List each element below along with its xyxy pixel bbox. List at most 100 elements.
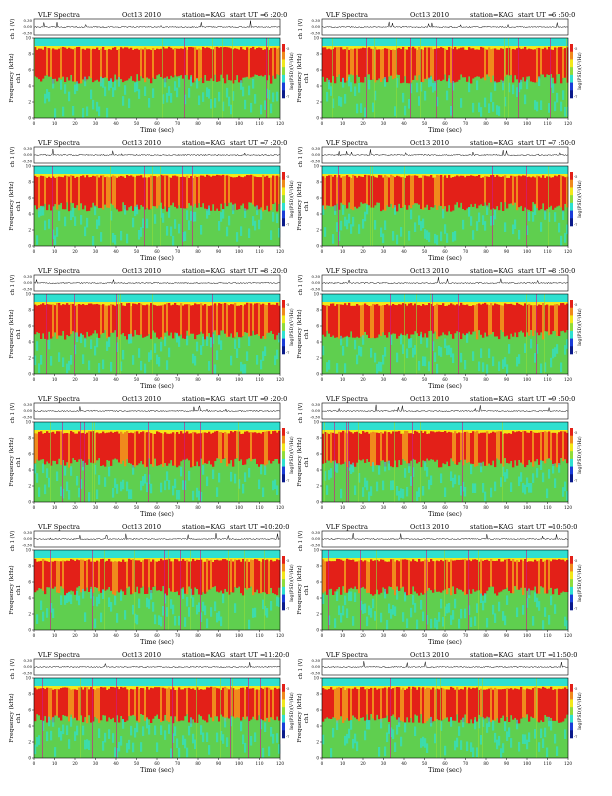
spectral-cell bbox=[328, 433, 331, 461]
spectral-cell bbox=[556, 689, 559, 721]
spectral-cell bbox=[526, 598, 529, 608]
voltage-tick-label: -0.30 bbox=[22, 286, 32, 291]
time-tick-label: 80 bbox=[195, 377, 201, 382]
freq-tick-label: 8 bbox=[28, 436, 31, 441]
panel-header-label: VLF Spectra bbox=[37, 267, 80, 275]
spectral-cell bbox=[212, 38, 213, 118]
spectral-cell bbox=[126, 175, 129, 211]
spectral-cell bbox=[356, 741, 359, 752]
spectral-cell bbox=[506, 433, 509, 464]
time-tick-label: 70 bbox=[175, 633, 181, 638]
spectral-cell bbox=[496, 105, 499, 115]
time-tick-label: 100 bbox=[235, 121, 243, 126]
upper-band bbox=[322, 422, 568, 430]
spectral-cell bbox=[394, 422, 395, 502]
spectral-cell bbox=[530, 561, 533, 591]
spectral-cell bbox=[426, 176, 429, 205]
spectral-cell bbox=[528, 176, 531, 210]
spectral-cell bbox=[508, 433, 511, 464]
spectral-cell bbox=[72, 49, 75, 82]
panel-header-label: VLF Spectra bbox=[37, 11, 80, 19]
spectral-cell bbox=[48, 339, 51, 350]
freq-tick-label: 4 bbox=[28, 84, 31, 89]
spectral-cell bbox=[420, 81, 423, 92]
spectral-cell bbox=[78, 177, 81, 211]
spectral-cell bbox=[332, 38, 333, 118]
spectral-cell bbox=[264, 176, 267, 210]
panel-start-label: start UT = bbox=[518, 11, 553, 19]
spectral-cell bbox=[432, 431, 435, 460]
colorbar-swatch bbox=[282, 300, 285, 309]
spectral-cell bbox=[276, 485, 279, 495]
spectral-cell bbox=[78, 560, 81, 587]
colorbar-label: log(PSD)(V²/Hz) bbox=[288, 564, 295, 602]
spectral-cell bbox=[410, 338, 413, 348]
spectral-cell bbox=[224, 559, 227, 589]
spectral-cell bbox=[518, 689, 521, 724]
spectral-cell bbox=[188, 433, 191, 461]
spectral-cell bbox=[414, 345, 417, 355]
spectral-cell bbox=[542, 48, 545, 75]
spectral-cell bbox=[352, 688, 355, 716]
spectral-cell bbox=[468, 687, 471, 724]
spectral-cell bbox=[482, 47, 485, 78]
spectral-cell bbox=[258, 560, 261, 594]
spectral-cell bbox=[358, 83, 361, 93]
spectral-cell bbox=[66, 481, 69, 492]
spectral-cell bbox=[92, 304, 95, 334]
spectral-cell bbox=[140, 227, 143, 237]
spectral-cell bbox=[326, 305, 329, 331]
spectral-cell bbox=[152, 688, 155, 719]
spectral-cell bbox=[474, 688, 477, 718]
spectral-cell bbox=[62, 46, 65, 77]
time-tick-label: 40 bbox=[401, 633, 407, 638]
spectral-cell bbox=[456, 687, 459, 715]
spectral-cell bbox=[538, 304, 541, 336]
spectral-cell bbox=[456, 49, 459, 82]
time-tick-label: 50 bbox=[422, 249, 428, 254]
spectral-cell bbox=[272, 304, 275, 334]
spectral-cell bbox=[174, 302, 177, 333]
spectral-cell bbox=[430, 618, 433, 629]
spectral-cell bbox=[552, 348, 555, 359]
spectral-cell bbox=[372, 688, 375, 719]
spectral-cell bbox=[464, 431, 467, 460]
spectral-cell bbox=[344, 94, 347, 104]
spectral-cell bbox=[42, 176, 45, 208]
spectral-cell bbox=[368, 719, 371, 730]
spectral-cell bbox=[66, 303, 69, 336]
spectral-cell bbox=[154, 305, 157, 333]
spectral-cell bbox=[254, 94, 257, 104]
spectral-cell bbox=[150, 687, 153, 723]
spectral-cell bbox=[118, 294, 119, 374]
spectral-cell bbox=[104, 477, 107, 487]
spectral-cell bbox=[348, 461, 351, 471]
spectral-cell bbox=[244, 208, 247, 218]
spectral-cell bbox=[244, 472, 247, 482]
freq-tick-label: 2 bbox=[316, 228, 319, 233]
spectral-cell bbox=[234, 559, 237, 588]
freq-tick-label: 0 bbox=[316, 372, 319, 377]
spectral-cell bbox=[418, 215, 421, 226]
spectral-cell bbox=[144, 473, 147, 484]
spectral-cell bbox=[262, 49, 265, 77]
freq-axis-label-2: Frequency (kHz) bbox=[296, 693, 303, 742]
colorbar-swatch bbox=[570, 714, 573, 723]
spectral-cell bbox=[262, 688, 265, 721]
spectral-cell bbox=[50, 177, 53, 211]
spectral-cell bbox=[542, 686, 545, 722]
spectral-cell bbox=[180, 560, 183, 589]
spectral-cell bbox=[162, 433, 165, 467]
spectral-cell bbox=[526, 166, 527, 246]
spectral-cell bbox=[372, 175, 375, 208]
spectral-cell bbox=[86, 432, 89, 465]
spectral-cell bbox=[548, 615, 551, 625]
spectrogram-cells bbox=[34, 294, 281, 374]
spectral-cell bbox=[100, 433, 103, 466]
spectral-cell bbox=[138, 49, 141, 81]
spectral-cell bbox=[172, 175, 175, 203]
spectral-cell bbox=[352, 305, 355, 338]
spectral-cell bbox=[224, 175, 227, 204]
spectral-cell bbox=[512, 689, 515, 720]
spectral-cell bbox=[416, 561, 419, 594]
